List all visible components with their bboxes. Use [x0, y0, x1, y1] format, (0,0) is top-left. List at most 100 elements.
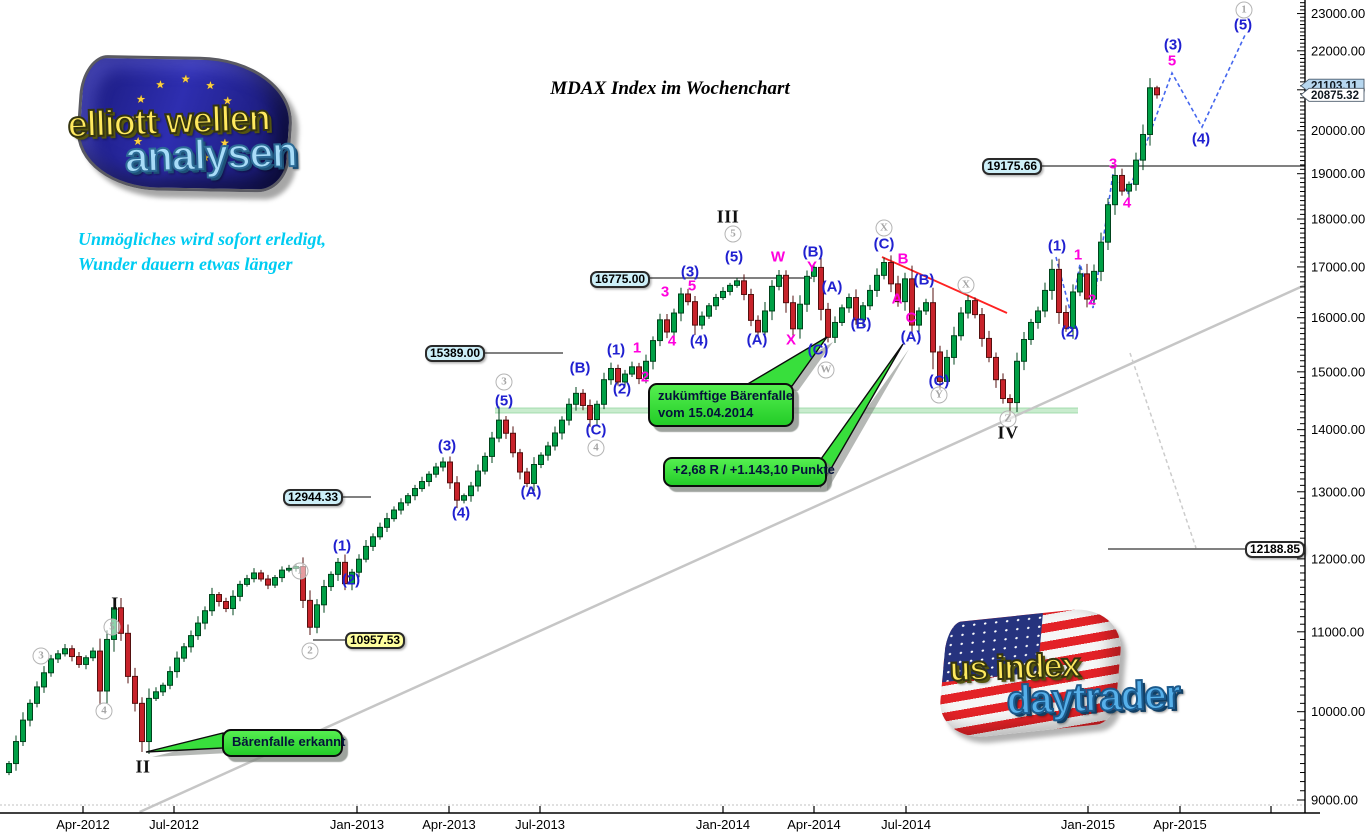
candle-body	[489, 437, 495, 457]
price-tag-text: 20875.32	[1311, 90, 1359, 102]
candle-body	[377, 526, 383, 538]
candle-body	[538, 454, 544, 466]
y-axis-tick-label: 11000.00	[1311, 624, 1364, 639]
candle-body	[804, 275, 810, 305]
candle-body	[461, 495, 467, 501]
trendline-2	[881, 256, 1008, 314]
y-axis-tick-label: 19000.00	[1311, 166, 1365, 181]
candle-body	[517, 452, 523, 473]
x-axis-tick-label: Jul-2013	[515, 817, 565, 832]
candle-body	[167, 671, 173, 686]
candle-body	[468, 485, 474, 497]
candle-body	[769, 285, 775, 312]
candle-body	[496, 419, 502, 439]
candle-body	[440, 461, 446, 468]
candle-body	[111, 607, 117, 640]
candle-body	[293, 566, 299, 569]
candle-body	[286, 567, 292, 571]
candle-body	[1126, 183, 1132, 192]
candle-body	[888, 261, 894, 285]
candle-body	[951, 335, 957, 358]
candle-body	[34, 686, 40, 704]
candle-body	[1140, 133, 1146, 161]
candle-body	[545, 445, 551, 456]
candle-body	[1091, 270, 1097, 300]
candle-body	[930, 302, 936, 353]
candle-body	[706, 305, 712, 317]
y-axis-tick-label: 17000.00	[1311, 259, 1365, 274]
candle-body	[482, 455, 488, 472]
candle-body	[405, 495, 411, 504]
candle-body	[1154, 87, 1160, 96]
candle-body	[48, 658, 54, 674]
candle-body	[853, 297, 859, 321]
candle-body	[55, 653, 61, 660]
candle-body	[447, 461, 453, 484]
wave-projection-path	[1055, 32, 1247, 315]
candle-body	[41, 672, 47, 688]
candle-body	[181, 646, 187, 659]
candle-body	[209, 594, 215, 612]
candle-body	[916, 310, 922, 326]
candle-body	[993, 356, 999, 381]
x-axis-tick-label: Apr-2013	[422, 817, 475, 832]
candle-body	[349, 571, 355, 585]
candle-body	[1147, 87, 1153, 135]
candle-body	[342, 561, 348, 585]
candle-body	[433, 466, 439, 475]
y-axis-tick-label: 14000.00	[1311, 422, 1365, 437]
candle-body	[741, 280, 747, 295]
candle-body	[1133, 159, 1139, 185]
y-axis-tick-label: 12000.00	[1311, 551, 1365, 566]
candle-body	[237, 583, 243, 597]
x-axis-tick-label: Apr-2012	[56, 817, 109, 832]
candle-body	[1070, 291, 1076, 329]
candle-body	[503, 419, 509, 434]
candle-body	[734, 280, 740, 286]
y-axis-tick-label: 9000.00	[1311, 793, 1358, 808]
candle-body	[510, 432, 516, 454]
candle-body	[1077, 273, 1083, 293]
y-axis-tick-label: 23000.00	[1311, 6, 1365, 21]
callout-arrow	[820, 343, 904, 489]
candle-body	[608, 367, 614, 381]
candle-body	[874, 274, 880, 291]
y-axis-tick-label: 18000.00	[1311, 212, 1365, 227]
candle-body	[1042, 289, 1048, 312]
candle-body	[818, 266, 824, 310]
y-axis-tick-label: 20000.00	[1311, 123, 1365, 138]
candle-body	[13, 741, 19, 765]
candle-body	[944, 356, 950, 382]
candle-body	[559, 419, 565, 434]
candle-body	[314, 604, 320, 628]
candle-body	[20, 719, 26, 743]
candle-body	[321, 586, 327, 606]
candle-body	[328, 573, 334, 588]
candle-body	[251, 572, 257, 580]
x-axis-tick-label: Jan-2014	[696, 817, 750, 832]
candle-body	[216, 594, 222, 602]
candle-body	[1112, 174, 1118, 206]
y-axis-tick-label: 10000.00	[1311, 704, 1365, 719]
candle-body	[62, 648, 68, 655]
callout-arrow	[145, 732, 224, 753]
candle-body	[146, 697, 152, 743]
candle-body	[762, 310, 768, 333]
candle-body	[685, 293, 691, 303]
candle-body	[692, 301, 698, 326]
candle-body	[356, 558, 362, 573]
candle-body	[27, 702, 33, 721]
candle-body	[937, 351, 943, 382]
candle-body	[370, 536, 376, 547]
candle-body	[1049, 268, 1055, 291]
candle-body	[727, 284, 733, 292]
candle-body	[244, 578, 250, 585]
candle-body	[909, 278, 915, 326]
candle-body	[412, 488, 418, 497]
candle-body	[622, 373, 628, 383]
candle-body	[629, 366, 635, 375]
candle-body	[972, 300, 978, 316]
candle-body	[307, 599, 313, 628]
